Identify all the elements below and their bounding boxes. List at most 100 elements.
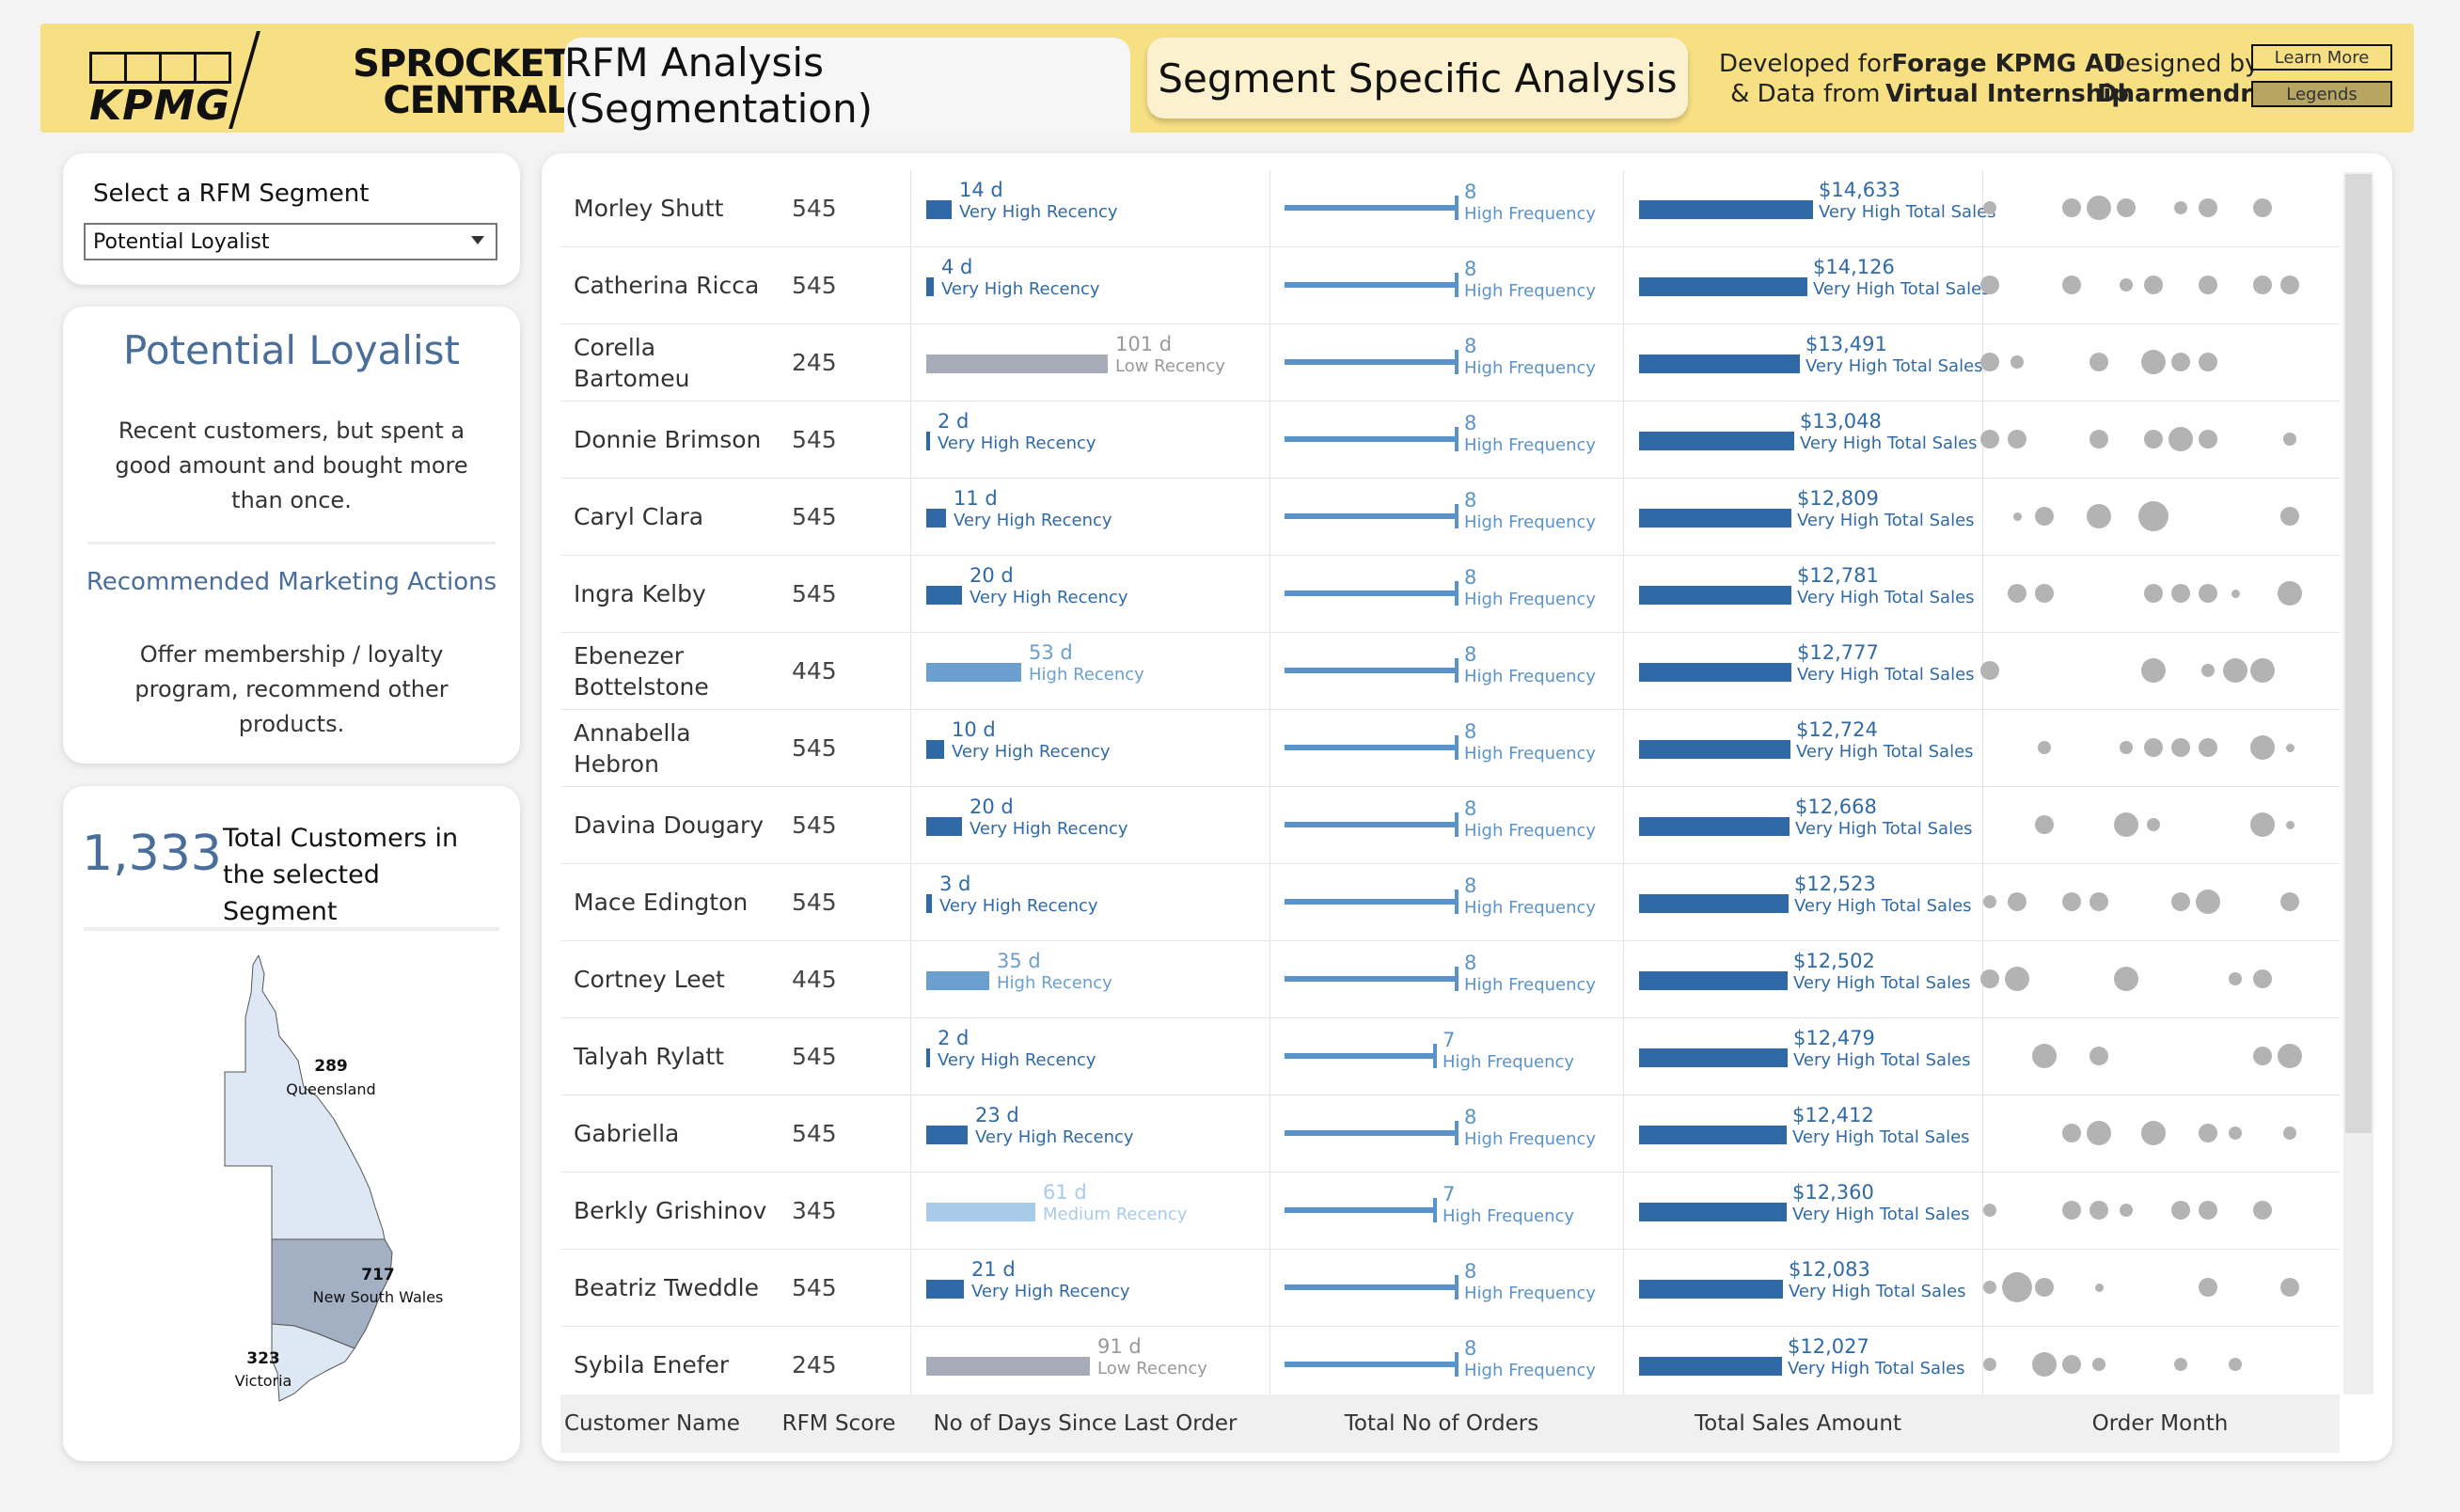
column-header-days-since[interactable]: No of Days Since Last Order bbox=[908, 1394, 1262, 1453]
order-month-dot[interactable] bbox=[2280, 276, 2299, 294]
table-row[interactable]: Gabriella 545 23 d Very High Recency 8 High F… bbox=[560, 1095, 2340, 1173]
order-month-dot[interactable] bbox=[1983, 1281, 1996, 1294]
order-month-dot[interactable] bbox=[2120, 1204, 2133, 1217]
order-month-dot[interactable] bbox=[2011, 355, 2024, 369]
order-month-dot[interactable] bbox=[2008, 892, 2026, 911]
order-month-dot[interactable] bbox=[2253, 276, 2272, 294]
order-month-dot[interactable] bbox=[2223, 658, 2247, 683]
order-month-dot[interactable] bbox=[2229, 972, 2242, 985]
order-month-dot[interactable] bbox=[2199, 738, 2217, 757]
order-month-dot[interactable] bbox=[2147, 818, 2160, 831]
order-month-dot[interactable] bbox=[2144, 738, 2163, 757]
order-month-dot[interactable] bbox=[2089, 353, 2108, 371]
order-month-dot[interactable] bbox=[2087, 1121, 2111, 1145]
table-row[interactable]: Berkly Grishinov 345 61 d Medium Recency 7 Hi… bbox=[560, 1173, 2340, 1250]
order-month-dot[interactable] bbox=[2092, 1358, 2105, 1371]
order-month-dot[interactable] bbox=[2012, 512, 2022, 521]
order-month-dot[interactable] bbox=[2144, 430, 2163, 449]
order-month-dot[interactable] bbox=[2171, 738, 2190, 757]
order-month-dot[interactable] bbox=[2280, 507, 2299, 526]
column-header-customer-name[interactable]: Customer Name bbox=[560, 1394, 769, 1453]
order-month-dot[interactable] bbox=[2089, 892, 2108, 911]
table-row[interactable]: Catherina Ricca 545 4 d Very High Recency 8 H… bbox=[560, 247, 2340, 324]
table-row[interactable]: Donnie Brimson 545 2 d Very High Recency 8 Hi… bbox=[560, 402, 2340, 479]
order-month-dot[interactable] bbox=[2138, 501, 2168, 531]
order-month-dot[interactable] bbox=[2062, 1201, 2081, 1220]
column-header-rfm-score[interactable]: RFM Score bbox=[775, 1394, 903, 1453]
table-row[interactable]: Sybila Enefer 245 91 d Low Recency 8 High Fre… bbox=[560, 1327, 2340, 1404]
order-month-dot[interactable] bbox=[1983, 895, 1996, 908]
order-month-dot[interactable] bbox=[2199, 1278, 2217, 1297]
order-month-dot[interactable] bbox=[2250, 658, 2275, 683]
order-month-dot[interactable] bbox=[2141, 1121, 2166, 1145]
tab-segment-specific-analysis[interactable]: Segment Specific Analysis bbox=[1147, 38, 1688, 118]
table-row[interactable]: Mace Edington 545 3 d Very High Recency 8 Hig… bbox=[560, 864, 2340, 941]
tab-rfm-analysis[interactable]: RFM Analysis (Segmentation) bbox=[564, 38, 1130, 133]
column-header-total-sales[interactable]: Total Sales Amount bbox=[1621, 1394, 1975, 1453]
order-month-dot[interactable] bbox=[1983, 201, 1996, 214]
learn-more-button[interactable]: Learn More bbox=[2251, 44, 2392, 71]
table-row[interactable]: Cortney Leet 445 35 d High Recency 8 High Fre… bbox=[560, 941, 2340, 1018]
order-month-dot[interactable] bbox=[2280, 1278, 2299, 1297]
order-month-dot[interactable] bbox=[2171, 892, 2190, 911]
order-month-dot[interactable] bbox=[2038, 741, 2051, 754]
order-month-dot[interactable] bbox=[2280, 892, 2299, 911]
order-month-dot[interactable] bbox=[2171, 584, 2190, 603]
order-month-dot[interactable] bbox=[2199, 198, 2217, 217]
order-month-dot[interactable] bbox=[2253, 969, 2272, 988]
order-month-dot[interactable] bbox=[2168, 427, 2193, 451]
order-month-dot[interactable] bbox=[2253, 1047, 2272, 1065]
order-month-dot[interactable] bbox=[2196, 890, 2220, 914]
order-month-dot[interactable] bbox=[2278, 1044, 2302, 1068]
order-month-dot[interactable] bbox=[2035, 507, 2054, 526]
order-month-dot[interactable] bbox=[2253, 198, 2272, 217]
order-month-dot[interactable] bbox=[1980, 430, 1999, 449]
order-month-dot[interactable] bbox=[2062, 198, 2081, 217]
order-month-dot[interactable] bbox=[2250, 735, 2275, 760]
vertical-scrollbar-thumb[interactable] bbox=[2345, 174, 2372, 1133]
order-month-dot[interactable] bbox=[2062, 1124, 2081, 1142]
order-month-dot[interactable] bbox=[2120, 741, 2133, 754]
order-month-dot[interactable] bbox=[2144, 276, 2163, 294]
table-row[interactable]: Ingra Kelby 545 20 d Very High Recency 8 High… bbox=[560, 556, 2340, 633]
order-month-dot[interactable] bbox=[1983, 1204, 1996, 1217]
order-month-dot[interactable] bbox=[2229, 1126, 2242, 1140]
order-month-dot[interactable] bbox=[2089, 1047, 2108, 1065]
order-month-dot[interactable] bbox=[2032, 1044, 2057, 1068]
chevron-down-icon[interactable] bbox=[471, 236, 484, 244]
order-month-dot[interactable] bbox=[2253, 1201, 2272, 1220]
order-month-dot[interactable] bbox=[2199, 353, 2217, 371]
order-month-dot[interactable] bbox=[2283, 1126, 2296, 1140]
order-month-dot[interactable] bbox=[2062, 1355, 2081, 1374]
column-header-total-orders[interactable]: Total No of Orders bbox=[1268, 1394, 1616, 1453]
order-month-dot[interactable] bbox=[2144, 584, 2163, 603]
order-month-dot[interactable] bbox=[2035, 1278, 2054, 1297]
order-month-dot[interactable] bbox=[2008, 430, 2026, 449]
table-row[interactable]: Beatriz Tweddle 545 21 d Very High Recency 8… bbox=[560, 1250, 2340, 1327]
order-month-dot[interactable] bbox=[1980, 661, 1999, 680]
order-month-dot[interactable] bbox=[2199, 1201, 2217, 1220]
order-month-dot[interactable] bbox=[2250, 812, 2275, 837]
table-row[interactable]: Corella Bartomeu 245 101 d Low Recency 8 High… bbox=[560, 324, 2340, 402]
order-month-dot[interactable] bbox=[2120, 278, 2133, 291]
order-month-dot[interactable] bbox=[2278, 581, 2302, 606]
order-month-dot[interactable] bbox=[2141, 658, 2166, 683]
order-month-dot[interactable] bbox=[1980, 353, 1999, 371]
table-row[interactable]: Talyah Rylatt 545 2 d Very High Recency 7 Hig… bbox=[560, 1018, 2340, 1095]
order-month-dot[interactable] bbox=[2002, 1272, 2032, 1302]
table-row[interactable]: Annabella Hebron 545 10 d Very High Recency… bbox=[560, 710, 2340, 787]
order-month-dot[interactable] bbox=[2171, 1201, 2190, 1220]
order-month-dot[interactable] bbox=[2199, 430, 2217, 449]
order-month-dot[interactable] bbox=[2285, 820, 2294, 829]
order-month-dot[interactable] bbox=[2114, 967, 2138, 991]
order-month-dot[interactable] bbox=[2032, 1352, 2057, 1377]
order-month-dot[interactable] bbox=[2174, 201, 2187, 214]
order-month-dot[interactable] bbox=[2089, 1201, 2108, 1220]
order-month-dot[interactable] bbox=[2087, 196, 2111, 220]
order-month-dot[interactable] bbox=[1980, 969, 1999, 988]
order-month-dot[interactable] bbox=[2005, 967, 2029, 991]
order-month-dot[interactable] bbox=[2035, 584, 2054, 603]
order-month-dot[interactable] bbox=[2117, 198, 2136, 217]
segment-dropdown[interactable]: Potential Loyalist bbox=[84, 223, 497, 260]
order-month-dot[interactable] bbox=[2087, 504, 2111, 528]
